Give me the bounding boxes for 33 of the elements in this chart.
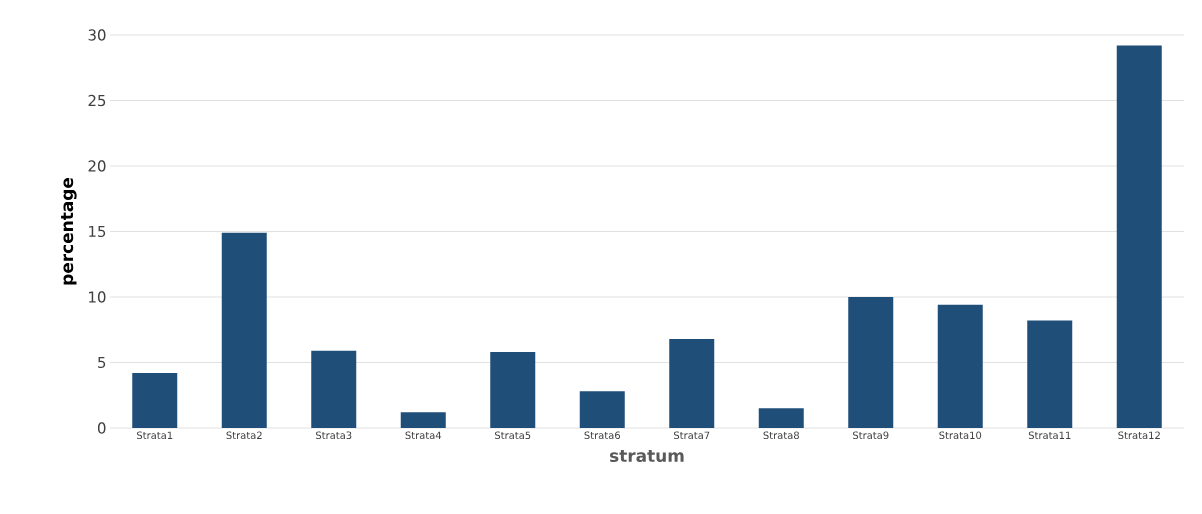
x-tick-label: Strata8 <box>763 431 799 440</box>
x-tick-label: Strata2 <box>226 431 262 440</box>
bar <box>132 372 178 428</box>
bar <box>758 408 804 428</box>
x-tick-label: Strata6 <box>584 431 621 440</box>
x-tick-label: Strata7 <box>674 431 710 440</box>
x-tick-label: Strata3 <box>316 431 352 440</box>
x-tick-label: Strata11 <box>1028 431 1071 440</box>
bar <box>221 232 267 428</box>
y-tick-label: 10 <box>89 291 106 303</box>
bar <box>1027 320 1073 428</box>
y-tick-label: 5 <box>98 356 106 369</box>
bar <box>669 338 715 428</box>
y-tick-label: 30 <box>88 29 106 41</box>
bar <box>400 412 446 428</box>
y-axis-title: percentage <box>61 177 77 285</box>
bar <box>579 391 625 428</box>
x-tick-label: Strata4 <box>405 431 442 440</box>
bar <box>490 352 536 428</box>
y-tick-label: 25 <box>88 94 106 107</box>
x-tick-label: Strata1 <box>137 431 173 440</box>
x-tick-label: Strata9 <box>853 431 889 440</box>
x-tick-label: Strata12 <box>1118 431 1160 440</box>
bar <box>311 350 357 428</box>
x-tick-label: Strata5 <box>495 431 531 440</box>
y-tick-label: 15 <box>89 225 106 238</box>
bar <box>848 297 894 428</box>
bar <box>1116 45 1162 428</box>
x-axis-title: stratum <box>610 449 684 463</box>
y-tick-label: 20 <box>88 160 106 172</box>
x-tick-label: Strata10 <box>939 431 982 440</box>
bar <box>937 304 983 428</box>
y-tick-label: 0 <box>97 422 106 434</box>
